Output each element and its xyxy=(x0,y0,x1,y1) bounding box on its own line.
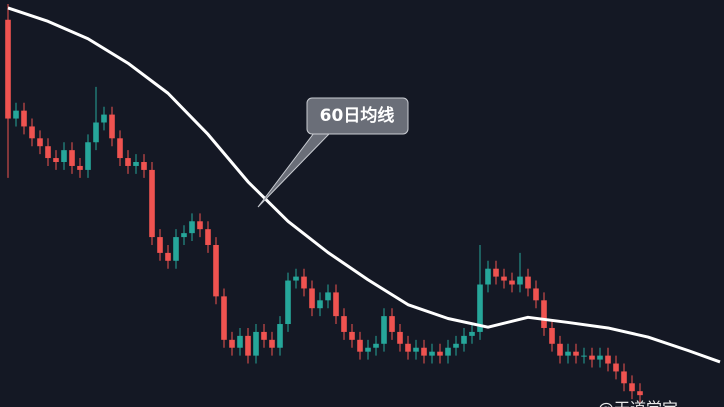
candle-body xyxy=(269,339,275,348)
candle-body xyxy=(445,347,451,356)
candle-body xyxy=(325,292,331,301)
moving-average-line xyxy=(7,6,721,364)
candle-body xyxy=(85,142,91,170)
candle-body xyxy=(333,292,339,317)
candle-body xyxy=(613,363,619,372)
candle-body xyxy=(285,280,291,325)
candle-body xyxy=(493,268,499,277)
candle-body xyxy=(429,351,435,356)
candle-body xyxy=(453,343,459,348)
candle-body xyxy=(61,150,67,163)
candle-body xyxy=(245,335,251,356)
candle-body xyxy=(341,316,347,332)
candle-body xyxy=(389,316,395,332)
candle-body xyxy=(397,331,403,344)
candle-body xyxy=(509,280,515,285)
watermark: @天道学宝 xyxy=(598,399,678,407)
candle-body xyxy=(589,355,595,360)
candle-body xyxy=(525,276,531,289)
candle-body xyxy=(125,158,131,166)
candle-body xyxy=(189,221,195,234)
candle-body xyxy=(141,162,147,170)
candle-body xyxy=(5,19,11,119)
callout-box xyxy=(306,97,409,135)
candle-body xyxy=(13,110,19,119)
candle-body xyxy=(413,347,419,352)
candle-body xyxy=(197,221,203,230)
plot xyxy=(5,3,721,404)
candle-body xyxy=(437,351,443,356)
candle-body xyxy=(349,331,355,340)
candle-body xyxy=(477,284,483,332)
candle-body xyxy=(549,327,555,344)
candle-body xyxy=(117,138,123,159)
candle-body xyxy=(541,300,547,328)
candle-body xyxy=(293,276,299,281)
candle-body xyxy=(229,339,235,348)
candle-body xyxy=(597,355,603,360)
candle-body xyxy=(605,355,611,364)
candle-body xyxy=(157,237,163,253)
candle-body xyxy=(501,276,507,281)
candle-body xyxy=(565,351,571,356)
candle-body xyxy=(165,252,171,261)
candle-body xyxy=(517,276,523,285)
candle-body xyxy=(77,165,83,170)
candle-body xyxy=(309,288,315,309)
candle-body xyxy=(213,244,219,297)
candle-body xyxy=(469,331,475,336)
candle-body xyxy=(533,288,539,301)
candle-body xyxy=(365,347,371,352)
candle-body xyxy=(637,391,643,396)
candle-body xyxy=(253,331,259,356)
candle-body xyxy=(557,343,563,356)
candle-body xyxy=(45,146,51,159)
candle-body xyxy=(109,114,115,139)
candle-body xyxy=(357,339,363,352)
candle-body xyxy=(205,229,211,245)
candle-body xyxy=(301,276,307,289)
candle-body xyxy=(261,331,267,340)
candle-body xyxy=(173,237,179,261)
candle-body xyxy=(573,351,579,356)
candle-body xyxy=(69,150,75,166)
candle-body xyxy=(221,296,227,340)
candle-body xyxy=(29,126,35,139)
candle-body xyxy=(581,355,587,357)
candle-body xyxy=(93,122,99,143)
candle-body xyxy=(421,347,427,356)
candle-body xyxy=(21,110,27,127)
candle-body xyxy=(317,300,323,309)
candle-body xyxy=(101,114,107,123)
candle-body xyxy=(37,138,43,147)
candle-body xyxy=(629,383,635,392)
candle-body xyxy=(133,162,139,166)
candle-body xyxy=(381,316,387,344)
candle-body xyxy=(53,158,59,163)
candle-body xyxy=(485,268,491,285)
candle-body xyxy=(621,371,627,384)
annotation: 60日均线 xyxy=(320,105,395,126)
candle-body xyxy=(277,324,283,348)
candle-body xyxy=(461,335,467,344)
candle-body xyxy=(373,343,379,348)
candle-body xyxy=(405,343,411,352)
candle-body xyxy=(237,335,243,348)
candle-body xyxy=(181,233,187,238)
candle-body xyxy=(149,169,155,238)
